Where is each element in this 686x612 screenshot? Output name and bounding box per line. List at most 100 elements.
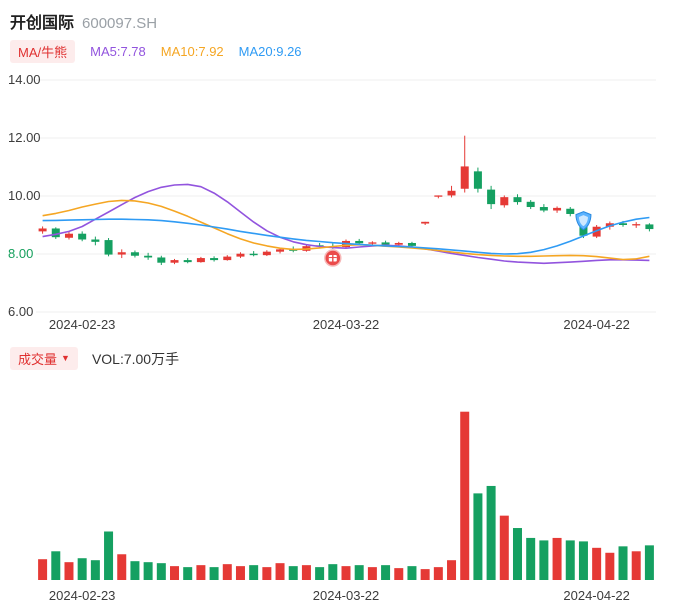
candlestick-chart[interactable]: 14.00 12.00 10.00 8.00 6.00 2024-02-23 2024-03… <box>0 63 686 341</box>
volume-bar[interactable] <box>90 560 100 580</box>
volume-bar[interactable] <box>170 566 180 580</box>
volume-bar[interactable] <box>460 411 470 580</box>
volume-bar[interactable] <box>222 564 232 580</box>
x-tick-label: 2024-03-22 <box>313 588 380 603</box>
volume-bar[interactable] <box>249 565 259 580</box>
signal-marker-shield-icon[interactable] <box>575 211 592 231</box>
x-tick-label: 2024-02-23 <box>49 588 116 603</box>
volume-bar[interactable] <box>512 528 522 580</box>
volume-bar[interactable] <box>130 561 140 580</box>
candle[interactable] <box>38 226 47 234</box>
candle[interactable] <box>130 250 139 258</box>
volume-bar[interactable] <box>407 566 417 580</box>
volume-bar[interactable] <box>275 563 285 580</box>
volume-bar[interactable] <box>592 547 602 580</box>
legend-item-ma10: MA10:7.92 <box>160 44 224 59</box>
candle[interactable] <box>210 256 219 262</box>
volume-bar[interactable] <box>328 564 338 580</box>
volume-bar[interactable] <box>381 565 391 580</box>
volume-bar[interactable] <box>473 493 483 580</box>
volume-bar[interactable] <box>447 560 457 580</box>
volume-bar[interactable] <box>539 540 549 580</box>
ma10-line <box>42 199 650 261</box>
volume-selector-label: 成交量 <box>18 352 58 367</box>
volume-bar[interactable] <box>117 554 127 580</box>
volume-bar[interactable] <box>578 541 588 580</box>
candle[interactable] <box>236 252 245 259</box>
candle[interactable] <box>539 204 548 213</box>
volume-bar[interactable] <box>420 569 430 580</box>
volume-bar[interactable] <box>526 537 536 580</box>
volume-bar[interactable] <box>301 565 311 580</box>
candle[interactable] <box>460 135 469 193</box>
candlestick-chart-svg[interactable]: 14.00 12.00 10.00 8.00 6.00 2024-02-23 2024-03… <box>0 63 686 341</box>
candle[interactable] <box>51 227 60 239</box>
candle[interactable] <box>566 207 575 217</box>
candle[interactable] <box>262 250 271 257</box>
volume-bar[interactable] <box>156 563 166 580</box>
volume-bar[interactable] <box>618 546 628 580</box>
volume-bar[interactable] <box>64 562 74 580</box>
y-tick-label: 6.00 <box>8 304 33 319</box>
candle[interactable] <box>632 222 641 228</box>
volume-bar[interactable] <box>77 558 87 580</box>
candle[interactable] <box>144 252 153 260</box>
candle[interactable] <box>117 249 126 259</box>
candle[interactable] <box>223 255 232 261</box>
volume-bar[interactable] <box>631 551 641 580</box>
candle[interactable] <box>196 256 205 263</box>
y-tick-label: 10.00 <box>8 188 41 203</box>
candle[interactable] <box>78 231 87 242</box>
volume-bar[interactable] <box>605 552 615 580</box>
candle[interactable] <box>487 185 496 210</box>
volume-bar[interactable] <box>354 565 364 580</box>
stock-name: 开创国际 <box>10 15 75 32</box>
volume-bar[interactable] <box>341 566 351 580</box>
volume-chart[interactable]: 2024-02-23 2024-03-22 2024-04-22 <box>0 372 686 612</box>
volume-bar[interactable] <box>196 565 206 580</box>
candle[interactable] <box>170 258 179 265</box>
volume-bar[interactable] <box>183 567 193 580</box>
volume-chart-svg[interactable]: 2024-02-23 2024-03-22 2024-04-22 <box>0 372 686 612</box>
volume-bar[interactable] <box>433 567 443 580</box>
volume-bar[interactable] <box>262 567 272 580</box>
header: 开创国际 600097.SH <box>0 0 686 33</box>
candle[interactable] <box>249 251 258 257</box>
candle[interactable] <box>421 221 430 225</box>
volume-bar[interactable] <box>315 567 325 580</box>
signal-marker-red-icon[interactable] <box>324 249 342 267</box>
volume-bar[interactable] <box>486 485 496 580</box>
volume-bar[interactable] <box>235 566 245 580</box>
volume-bar[interactable] <box>499 515 509 580</box>
volume-bar[interactable] <box>143 562 153 580</box>
candle[interactable] <box>473 167 482 193</box>
volume-bar[interactable] <box>209 567 219 580</box>
candle[interactable] <box>157 255 166 266</box>
candle[interactable] <box>434 195 443 199</box>
ma-mode-selector[interactable]: MA/牛熊 <box>10 40 76 63</box>
volume-bar[interactable] <box>104 531 114 580</box>
volume-bar[interactable] <box>394 568 404 580</box>
candle[interactable] <box>645 223 654 232</box>
ma20-line <box>42 216 650 255</box>
volume-selector[interactable]: 成交量 ▼ <box>10 347 78 370</box>
volume-bar[interactable] <box>367 567 377 580</box>
candle[interactable] <box>91 236 100 246</box>
volume-bar[interactable] <box>288 566 298 580</box>
volume-bar[interactable] <box>38 559 48 580</box>
volume-bar[interactable] <box>51 551 61 580</box>
candle[interactable] <box>447 185 456 198</box>
volume-value: VOL:7.00万手 <box>91 350 180 367</box>
x-tick-label: 2024-04-22 <box>563 588 630 603</box>
candle[interactable] <box>500 195 509 208</box>
candle[interactable] <box>513 194 522 205</box>
candle[interactable] <box>183 258 192 264</box>
volume-bar[interactable] <box>644 545 654 580</box>
candle[interactable] <box>64 231 73 240</box>
volume-bar[interactable] <box>552 537 562 580</box>
candle[interactable] <box>526 200 535 210</box>
volume-bar[interactable] <box>565 540 575 580</box>
candle[interactable] <box>553 206 562 213</box>
legend-item-ma20: MA20:9.26 <box>238 44 302 59</box>
candle[interactable] <box>104 238 113 257</box>
